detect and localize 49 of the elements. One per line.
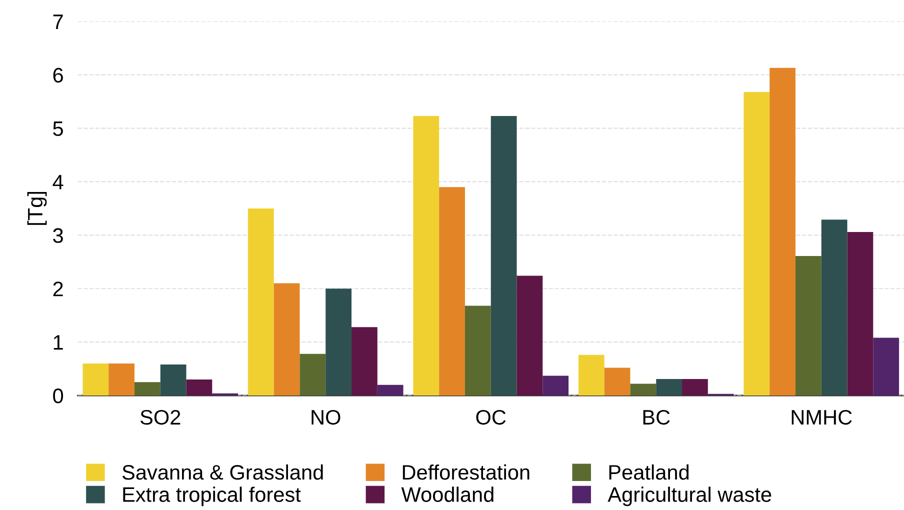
bar [682,378,708,396]
bar [578,354,604,396]
bar [821,220,848,396]
legend-label: Savanna & Grassland [122,464,323,480]
bar [847,232,874,396]
x-tick-label: SO2 [140,410,180,425]
y-tick-label: 1 [54,335,63,350]
y-tick-label: 6 [53,68,63,83]
bar [108,363,134,396]
x-tick-label: NMHC [792,410,852,425]
bar [326,288,352,396]
bar [274,283,300,396]
bar [413,116,440,396]
x-tick-label: OC [476,410,506,425]
bar [542,376,569,396]
legend-label: Defforestation [402,464,530,480]
bar [160,364,186,396]
bar [300,354,326,396]
legend-label: Extra tropical forest [123,486,301,506]
bar [630,384,656,396]
bar [873,338,900,396]
bar [377,384,404,396]
y-tick-label: 7 [53,14,63,29]
bar [656,378,682,396]
bar [770,68,796,396]
legend-label: Peatland [609,464,689,480]
bar [352,327,378,396]
legend-label: Agricultural waste [608,486,772,506]
bar [516,276,543,396]
y-axis-title: [Tg] [27,192,47,225]
bar [490,116,517,396]
legend-label: Woodland [401,486,494,502]
x-tick-label: BC [643,410,670,425]
y-tick-label: 2 [53,282,63,296]
bar [744,92,770,396]
bar [439,187,465,396]
bar [212,393,238,396]
bar [604,368,630,396]
x-tick-label: NO [312,410,340,425]
y-tick-label: 3 [53,228,63,243]
y-tick-label: 5 [53,122,63,136]
bar [248,208,274,396]
bar [186,379,212,396]
bar [82,363,109,396]
y-tick-label: 4 [52,174,64,190]
bar [134,382,160,396]
bar [795,256,822,396]
y-tick-label: 0 [53,388,64,404]
bar [464,306,491,396]
